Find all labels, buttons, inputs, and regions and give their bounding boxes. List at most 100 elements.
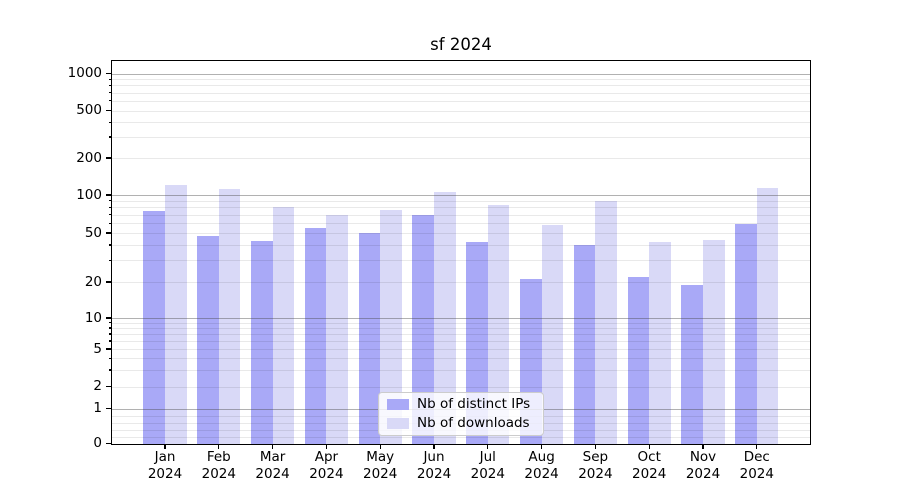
gridline-minor — [111, 436, 811, 438]
y-tick-mark-minor — [108, 327, 111, 329]
bar-distinct-ips — [573, 244, 596, 445]
y-tick-label: 5 — [93, 340, 102, 357]
x-tick-mark — [379, 444, 381, 449]
y-tick-mark — [105, 109, 111, 112]
y-tick-mark — [105, 317, 111, 319]
y-tick-mark — [105, 407, 111, 410]
gridline-minor — [111, 282, 811, 283]
bar-downloads — [595, 200, 617, 445]
bar-distinct-ips — [197, 236, 219, 445]
gridline-minor — [111, 223, 811, 224]
bar-downloads — [218, 188, 241, 445]
gridline-major — [111, 195, 811, 197]
gridline-minor — [111, 244, 811, 246]
y-tick-mark-minor — [108, 92, 111, 94]
gridline-minor — [111, 136, 811, 138]
gridline-minor — [111, 349, 811, 350]
y-tick-label: 200 — [76, 149, 102, 166]
x-tick-mark — [487, 444, 489, 449]
gridline-minor — [111, 85, 811, 87]
y-tick-mark-minor — [108, 322, 111, 324]
bar-distinct-ips — [681, 284, 703, 445]
bar-downloads — [756, 188, 779, 445]
gridline-major — [111, 73, 811, 75]
bar-distinct-ips — [627, 276, 650, 445]
y-tick-mark — [105, 385, 111, 388]
x-tick-label: Aug 2024 — [524, 449, 559, 482]
x-tick-label: Jan 2024 — [147, 449, 183, 482]
bar-downloads — [272, 207, 295, 445]
bar-downloads — [434, 192, 456, 445]
y-tick-mark — [105, 72, 111, 75]
bar-downloads — [487, 204, 510, 445]
bar-downloads — [703, 239, 725, 445]
x-tick-mark — [218, 444, 220, 449]
y-tick-label: 1 — [93, 400, 102, 416]
y-tick-label: 10 — [84, 309, 102, 326]
gridline-minor — [111, 207, 811, 209]
gridline-minor — [111, 327, 811, 329]
x-tick-mark — [325, 444, 327, 449]
gridline-minor — [111, 79, 811, 81]
y-tick-mark — [105, 348, 111, 350]
x-tick-label: Sep 2024 — [578, 449, 613, 482]
legend-item-distinct-ips: Nb of distinct IPs — [379, 395, 543, 414]
y-tick-mark-minor — [108, 100, 111, 102]
x-tick-mark — [594, 444, 596, 449]
x-tick-mark — [541, 444, 543, 449]
y-tick-mark-minor — [108, 357, 111, 359]
x-tick-label: Oct 2024 — [632, 449, 667, 482]
gridline-minor — [111, 214, 811, 216]
x-tick-label: Mar 2024 — [255, 449, 290, 482]
y-tick-mark — [105, 281, 111, 283]
y-tick-mark — [105, 194, 111, 196]
x-tick-label: Jun 2024 — [416, 449, 452, 482]
chart-legend: Nb of distinct IPs Nb of downloads — [378, 391, 544, 436]
y-tick-mark-minor — [108, 78, 111, 80]
y-tick-mark-minor — [108, 369, 111, 371]
y-tick-mark-minor — [108, 121, 111, 123]
y-tick-mark-minor — [108, 333, 111, 335]
y-tick-mark — [105, 442, 111, 445]
legend-swatch-downloads — [387, 417, 409, 429]
bar-downloads — [541, 224, 564, 445]
y-tick-mark-minor — [108, 84, 111, 87]
x-tick-mark — [164, 444, 166, 449]
x-tick-label: May 2024 — [363, 449, 398, 482]
y-tick-label: 500 — [76, 102, 102, 118]
x-tick-mark — [756, 444, 758, 449]
gridline-minor — [111, 340, 811, 342]
gridline-minor — [111, 122, 811, 124]
bar-downloads — [380, 210, 402, 445]
gridline-minor — [111, 369, 811, 371]
y-tick-label: 50 — [84, 224, 102, 241]
x-tick-mark — [702, 444, 704, 449]
legend-item-downloads: Nb of downloads — [379, 414, 543, 433]
gridline-minor — [111, 322, 811, 324]
y-tick-label: 20 — [84, 273, 102, 290]
bar-distinct-ips — [143, 210, 165, 445]
y-tick-mark — [105, 232, 111, 234]
y-tick-mark-minor — [108, 222, 111, 224]
bar-distinct-ips — [304, 227, 327, 445]
bar-distinct-ips — [412, 214, 434, 445]
y-tick-mark-minor — [108, 340, 111, 342]
gridline-minor — [111, 260, 811, 262]
gridline-minor — [111, 158, 811, 159]
gridline-minor — [111, 386, 811, 388]
legend-swatch-distinct-ips — [387, 398, 409, 410]
gridline-minor — [111, 110, 811, 112]
gridline-major — [111, 318, 811, 320]
legend-label-distinct-ips: Nb of distinct IPs — [417, 395, 531, 412]
x-tick-mark — [648, 444, 650, 449]
y-tick-mark-minor — [108, 136, 111, 138]
x-tick-label: Nov 2024 — [685, 449, 721, 482]
y-tick-mark — [105, 157, 111, 159]
x-tick-mark — [272, 444, 274, 449]
y-tick-label: 100 — [76, 186, 102, 203]
x-tick-label: Jul 2024 — [470, 449, 505, 482]
gridline-minor — [111, 233, 811, 234]
bar-downloads — [165, 185, 187, 445]
bar-distinct-ips — [251, 241, 273, 445]
